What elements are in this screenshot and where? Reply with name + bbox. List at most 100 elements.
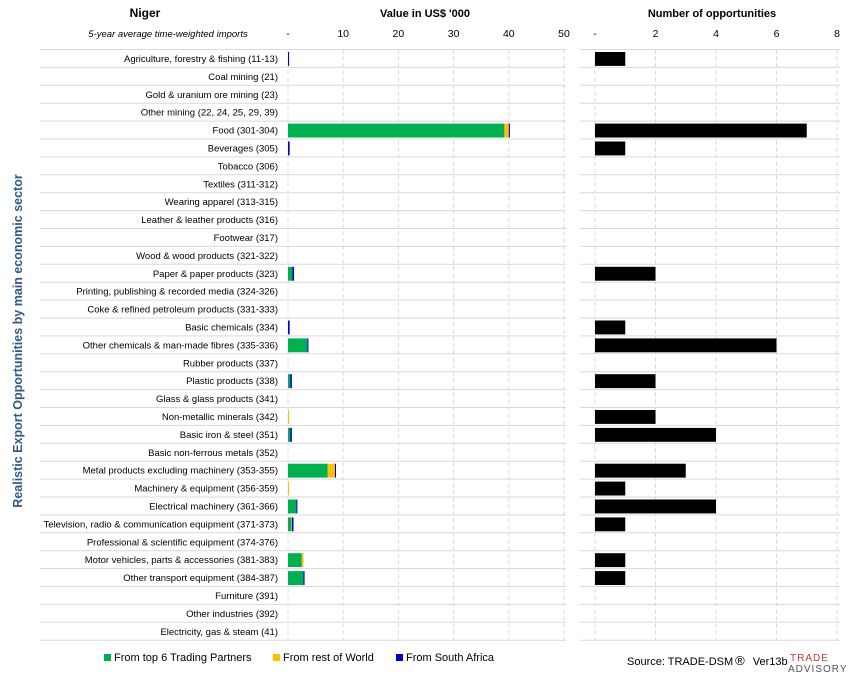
legend-label-rest-of-world: From rest of World (283, 652, 374, 664)
value-bar-segment (290, 374, 292, 389)
category-label: Motor vehicles, parts & accessories (381… (85, 555, 278, 566)
opportunity-bar (595, 52, 626, 66)
category-label: Paper & paper products (323) (153, 269, 278, 280)
category-label: Furniture (391) (215, 591, 278, 602)
value-bar-segment (288, 52, 290, 66)
opportunity-bar (595, 266, 656, 281)
value-bar-segment (288, 499, 297, 514)
value-bar-segment (296, 499, 298, 514)
value-bar-segment (290, 427, 292, 442)
svg-text:Source: TRADE-DSM®Ver13b: Source: TRADE-DSM ® Ver13b (627, 653, 788, 668)
category-label: Basic iron & steel (351) (180, 430, 278, 441)
category-label: Basic chemicals (334) (185, 322, 278, 333)
value-bar-segment (288, 266, 293, 281)
value-bar-segment (504, 123, 509, 138)
opportunity-tick-label: 8 (834, 28, 840, 40)
value-panel-title: Value in US$ '000 (380, 8, 470, 20)
value-bar-segment (292, 266, 295, 281)
value-bar-segment (288, 410, 290, 424)
value-bar-segment (288, 517, 292, 532)
legend-swatch-south-africa (396, 654, 403, 661)
category-label: Plastic products (338) (186, 376, 278, 387)
chart-title: Niger (130, 6, 161, 20)
axis-ticks: - 10 20 30 40 50 - 2 4 6 8 (286, 28, 840, 40)
category-label: Rubber products (337) (183, 358, 278, 369)
category-label: Other chemicals & man-made fibres (335-3… (83, 340, 278, 351)
category-label: Gold & uranium ore mining (23) (145, 90, 278, 101)
category-label: Tobacco (306) (218, 161, 278, 172)
category-label: Metal products excluding machinery (353-… (83, 466, 278, 477)
category-label: Agriculture, forestry & fishing (11-13) (124, 54, 278, 65)
value-bar-segment (288, 571, 304, 585)
y-axis-label: Realistic Export Opportunities by main e… (11, 174, 25, 508)
category-label: Non-metallic minerals (342) (162, 412, 278, 423)
legend-label-south-africa: From South Africa (406, 652, 495, 664)
value-bar-segment (288, 338, 308, 353)
category-label: Footwear (317) (214, 233, 278, 244)
value-tick-label: 30 (448, 28, 460, 40)
registered-mark: ® (735, 653, 745, 668)
category-label: Electricity, gas & steam (41) (160, 627, 278, 638)
category-label: Beverages (305) (208, 143, 278, 154)
value-tick-label: - (286, 28, 290, 40)
version-label: Ver13b (753, 656, 788, 668)
chart-subtitle: 5-year average time-weighted imports (88, 29, 248, 40)
legend-label-top6: From top 6 Trading Partners (114, 652, 252, 664)
opportunity-tick-label: 4 (713, 28, 719, 40)
value-tick-label: 20 (393, 28, 405, 40)
opportunity-bars (595, 52, 807, 585)
value-bar-segment (303, 571, 305, 585)
value-bar-segment (288, 141, 290, 156)
logo-bottom: ADVISORY (788, 664, 848, 675)
category-label: Other transport equipment (384-387) (123, 573, 278, 584)
value-bar-segment (334, 463, 337, 478)
opportunity-bar (595, 553, 626, 568)
value-bar-segment (288, 481, 290, 496)
category-label: Basic non-ferrous metals (352) (148, 448, 278, 459)
category-label: Professional & scientific equipment (374… (87, 537, 278, 548)
value-tick-label: 40 (503, 28, 515, 40)
opportunity-bar (595, 141, 626, 156)
category-label: Wood & wood products (321-322) (136, 251, 278, 262)
value-bar-segment (291, 517, 292, 532)
value-bar-segment (288, 123, 505, 138)
category-label: Food (301-304) (213, 126, 278, 137)
opportunity-bar (595, 499, 716, 514)
value-bar-segment (288, 463, 328, 478)
category-label: Wearing apparel (313-315) (165, 197, 278, 208)
opportunity-bar (595, 427, 716, 442)
source-footer: Source: TRADE-DSM ® Ver13b (627, 653, 788, 668)
value-bar-segment (288, 320, 290, 335)
opportunity-bar (595, 123, 807, 138)
value-bar-segment (301, 553, 304, 568)
value-bar-segment (288, 374, 291, 389)
legend-swatch-top6 (104, 654, 111, 661)
opportunity-bar (595, 517, 626, 532)
opportunity-tick-label: 2 (653, 28, 659, 40)
value-tick-label: 50 (558, 28, 570, 40)
value-bar-segment (307, 338, 309, 353)
opportunity-bar (595, 338, 777, 353)
opportunity-bar (595, 410, 656, 424)
trade-advisory-logo: TRADE ADVISORY (788, 653, 848, 675)
value-tick-label: 10 (337, 28, 349, 40)
value-bar-segment (288, 427, 291, 442)
opportunity-bar (595, 320, 626, 335)
opportunity-bar (595, 374, 656, 389)
logo-top: TRADE (790, 653, 829, 664)
opportunity-tick-label: 6 (774, 28, 780, 40)
category-label: Other mining (22, 24, 25, 29, 39) (141, 108, 278, 119)
value-bars (288, 52, 510, 585)
category-label: Printing, publishing & recorded media (3… (76, 287, 278, 298)
category-label: Coke & refined petroleum products (331-3… (87, 305, 278, 316)
category-labels: Agriculture, forestry & fishing (11-13) C… (44, 54, 278, 638)
value-bar-segment (327, 463, 335, 478)
opportunity-tick-label: - (593, 28, 597, 40)
category-label: Machinery & equipment (356-359) (134, 484, 278, 495)
legend: From top 6 Trading Partners From rest of… (104, 652, 495, 664)
value-bar-segment (288, 553, 302, 568)
legend-swatch-rest-of-world (273, 654, 280, 661)
category-label: Leather & leather products (316) (141, 215, 278, 226)
category-label: Textiles (311-312) (203, 179, 278, 190)
